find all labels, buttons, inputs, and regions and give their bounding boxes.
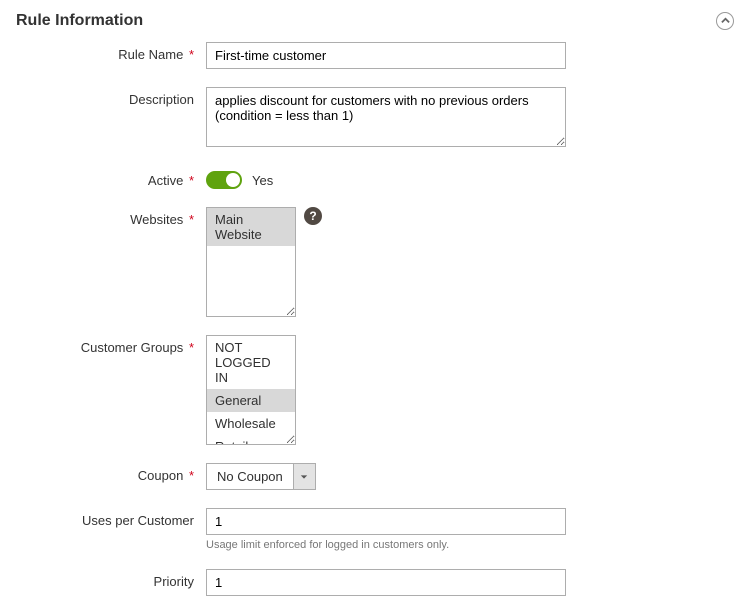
active-toggle[interactable] [206,171,242,189]
coupon-select[interactable]: No Coupon [206,463,316,490]
label-customer-groups: Customer Groups * [16,335,206,355]
row-uses-per-customer: Uses per Customer Usage limit enforced f… [16,508,734,551]
section-title: Rule Information [16,12,143,30]
help-icon[interactable]: ? [304,207,322,225]
customer-groups-multiselect[interactable]: NOT LOGGED INGeneralWholesaleRetailer [206,335,296,445]
required-mark: * [189,340,194,355]
label-text: Customer Groups [81,340,184,355]
label-websites: Websites * [16,207,206,227]
label-description: Description [16,87,206,107]
label-priority: Priority [16,569,206,589]
row-rule-name: Rule Name * [16,42,734,69]
rule-name-input[interactable] [206,42,566,69]
row-description: Description [16,87,734,150]
section-header: Rule Information [16,12,734,42]
multiselect-option[interactable]: Main Website [207,208,295,246]
label-text: Uses per Customer [82,513,194,528]
coupon-value: No Coupon [207,464,293,489]
row-coupon: Coupon * No Coupon [16,463,734,490]
required-mark: * [189,468,194,483]
toggle-knob [226,173,240,187]
uses-per-customer-input[interactable] [206,508,566,535]
collapse-icon[interactable] [716,12,734,30]
multiselect-option[interactable]: General [207,389,295,412]
label-text: Websites [130,212,183,227]
label-rule-name: Rule Name * [16,42,206,62]
required-mark: * [189,47,194,62]
multiselect-option[interactable]: Wholesale [207,412,295,435]
required-mark: * [189,212,194,227]
label-text: Description [129,92,194,107]
priority-input[interactable] [206,569,566,596]
multiselect-option[interactable]: NOT LOGGED IN [207,336,295,389]
required-mark: * [189,173,194,188]
multiselect-option[interactable]: Retailer [207,435,295,445]
description-input[interactable] [206,87,566,147]
label-text: Coupon [138,468,184,483]
label-uses-per-customer: Uses per Customer [16,508,206,528]
uses-hint: Usage limit enforced for logged in custo… [206,539,566,551]
active-state-label: Yes [252,173,273,188]
label-coupon: Coupon * [16,463,206,483]
row-customer-groups: Customer Groups * NOT LOGGED INGeneralWh… [16,335,734,445]
websites-multiselect[interactable]: Main Website [206,207,296,317]
row-priority: Priority [16,569,734,596]
label-text: Active [148,173,183,188]
label-text: Priority [154,574,194,589]
chevron-down-icon [293,464,315,489]
row-active: Active * Yes [16,168,734,189]
label-active: Active * [16,168,206,188]
label-text: Rule Name [118,47,183,62]
row-websites: Websites * Main Website ? [16,207,734,317]
